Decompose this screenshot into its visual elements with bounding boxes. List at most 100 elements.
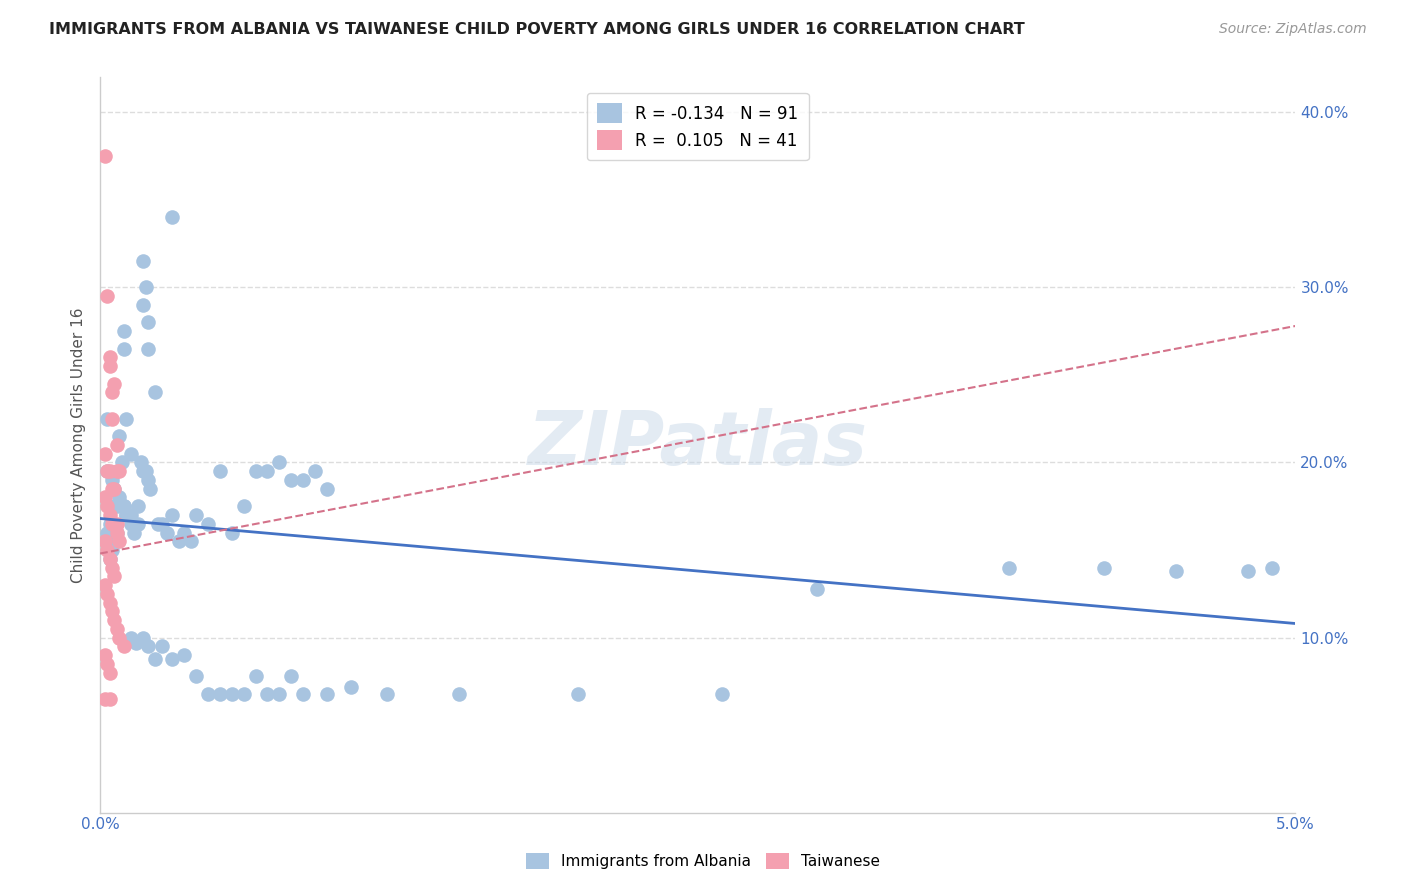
- Point: [127, 500, 149, 514]
- Point: [184, 508, 207, 522]
- Point: [112, 640, 135, 654]
- Point: [160, 508, 183, 522]
- Point: [98, 595, 121, 609]
- Point: [105, 516, 128, 531]
- Point: [103, 482, 125, 496]
- Point: [167, 534, 190, 549]
- Point: [292, 473, 315, 487]
- Point: [125, 636, 148, 650]
- Point: [173, 648, 195, 662]
- Point: [105, 438, 128, 452]
- Point: [105, 464, 128, 478]
- Point: [101, 604, 124, 618]
- Point: [184, 669, 207, 683]
- Point: [160, 651, 183, 665]
- Point: [101, 543, 124, 558]
- Point: [245, 669, 267, 683]
- Point: [316, 686, 339, 700]
- Point: [197, 686, 219, 700]
- Point: [94, 447, 117, 461]
- Point: [98, 464, 121, 478]
- Point: [150, 640, 173, 654]
- Point: [98, 551, 121, 566]
- Point: [108, 534, 131, 549]
- Point: [108, 429, 131, 443]
- Point: [136, 316, 159, 330]
- Point: [101, 482, 124, 496]
- Point: [1164, 564, 1187, 578]
- Text: ZIPatlas: ZIPatlas: [527, 409, 868, 482]
- Point: [136, 342, 159, 356]
- Point: [98, 551, 121, 566]
- Point: [111, 455, 134, 469]
- Point: [269, 455, 291, 469]
- Point: [98, 351, 121, 365]
- Text: IMMIGRANTS FROM ALBANIA VS TAIWANESE CHILD POVERTY AMONG GIRLS UNDER 16 CORRELAT: IMMIGRANTS FROM ALBANIA VS TAIWANESE CHI…: [49, 22, 1025, 37]
- Point: [94, 534, 117, 549]
- Point: [997, 560, 1019, 574]
- Point: [129, 455, 152, 469]
- Point: [120, 516, 142, 531]
- Point: [111, 500, 134, 514]
- Point: [132, 464, 155, 478]
- Point: [120, 508, 142, 522]
- Point: [101, 473, 124, 487]
- Point: [103, 534, 125, 549]
- Point: [103, 482, 125, 496]
- Point: [98, 508, 121, 522]
- Legend: R = -0.134   N = 91, R =  0.105   N = 41: R = -0.134 N = 91, R = 0.105 N = 41: [588, 93, 808, 161]
- Point: [96, 411, 118, 425]
- Point: [96, 464, 118, 478]
- Point: [108, 491, 131, 505]
- Point: [292, 686, 315, 700]
- Point: [98, 516, 121, 531]
- Point: [256, 464, 278, 478]
- Point: [94, 491, 117, 505]
- Point: [180, 534, 202, 549]
- Point: [447, 686, 470, 700]
- Point: [136, 473, 159, 487]
- Point: [96, 525, 118, 540]
- Point: [96, 464, 118, 478]
- Point: [135, 464, 157, 478]
- Point: [221, 686, 243, 700]
- Point: [197, 516, 219, 531]
- Point: [105, 525, 128, 540]
- Point: [120, 631, 142, 645]
- Point: [108, 631, 131, 645]
- Point: [232, 500, 254, 514]
- Point: [103, 516, 125, 531]
- Legend: Immigrants from Albania, Taiwanese: Immigrants from Albania, Taiwanese: [520, 847, 886, 875]
- Point: [139, 482, 162, 496]
- Point: [105, 525, 128, 540]
- Point: [143, 651, 166, 665]
- Point: [127, 516, 149, 531]
- Point: [103, 569, 125, 583]
- Point: [221, 525, 243, 540]
- Point: [1260, 560, 1282, 574]
- Point: [105, 500, 128, 514]
- Point: [96, 289, 118, 303]
- Point: [567, 686, 589, 700]
- Point: [280, 473, 302, 487]
- Point: [132, 254, 155, 268]
- Point: [143, 385, 166, 400]
- Y-axis label: Child Poverty Among Girls Under 16: Child Poverty Among Girls Under 16: [72, 307, 86, 582]
- Point: [96, 587, 118, 601]
- Point: [98, 665, 121, 680]
- Point: [115, 411, 138, 425]
- Point: [136, 640, 159, 654]
- Point: [94, 578, 117, 592]
- Point: [304, 464, 326, 478]
- Point: [375, 686, 398, 700]
- Point: [173, 525, 195, 540]
- Point: [280, 669, 302, 683]
- Point: [160, 211, 183, 225]
- Text: Source: ZipAtlas.com: Source: ZipAtlas.com: [1219, 22, 1367, 37]
- Point: [245, 464, 267, 478]
- Point: [101, 411, 124, 425]
- Point: [269, 686, 291, 700]
- Point: [115, 508, 138, 522]
- Point: [96, 543, 118, 558]
- Point: [101, 560, 124, 574]
